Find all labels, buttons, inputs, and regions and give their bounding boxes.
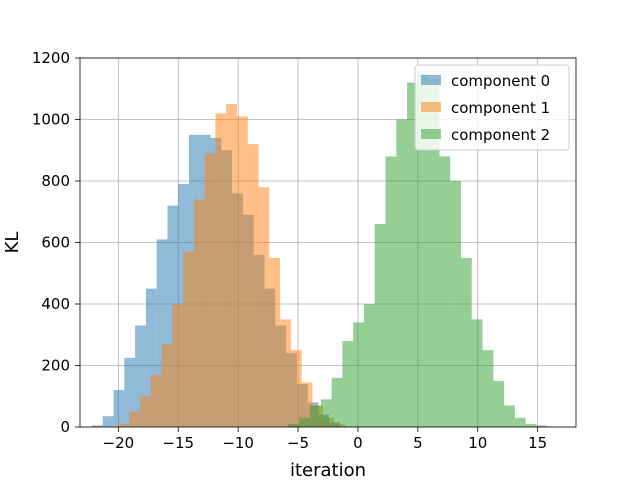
histogram-bar <box>226 104 237 427</box>
histogram-bar <box>363 304 375 427</box>
histogram-bar <box>504 405 515 427</box>
histogram-bar <box>514 417 526 427</box>
histogram-bar <box>493 380 505 427</box>
x-tick-label: 5 <box>413 434 423 452</box>
legend-label: component 0 <box>451 72 550 90</box>
histogram-bar <box>124 357 136 427</box>
histogram-bar <box>428 79 440 428</box>
histogram-bar <box>439 156 451 427</box>
legend-label: component 1 <box>451 99 550 117</box>
legend-box <box>414 64 570 151</box>
histogram-bar <box>417 73 429 427</box>
histogram-bar <box>320 399 332 427</box>
histogram-bar <box>280 319 291 427</box>
histogram-bar <box>460 257 472 427</box>
histogram-bar <box>301 382 313 427</box>
histogram-bar <box>396 119 408 427</box>
legend-swatch <box>421 75 441 85</box>
histogram-bar <box>129 411 140 427</box>
histogram-bar <box>118 423 130 427</box>
y-tick-label: 600 <box>41 234 70 252</box>
histogram-bar <box>193 199 205 427</box>
histogram-bar <box>150 374 162 427</box>
y-tick-label: 400 <box>41 295 70 313</box>
histogram-bar <box>156 239 168 427</box>
histogram-bar <box>299 417 311 427</box>
histogram-bar <box>310 405 321 427</box>
histogram-bar <box>385 156 397 427</box>
histogram-bar <box>471 319 483 427</box>
histogram-bar <box>290 350 302 427</box>
x-tick-label: −15 <box>162 434 194 452</box>
histogram-bar <box>407 82 418 427</box>
histogram-bar <box>247 144 259 427</box>
legend-swatch <box>421 129 441 139</box>
histogram-bar <box>342 340 354 427</box>
histogram-bar <box>91 425 103 427</box>
histogram-bar <box>113 390 125 427</box>
y-tick-label: 1200 <box>32 49 70 67</box>
y-tick-label: 200 <box>41 357 70 375</box>
series-1 <box>118 104 345 428</box>
histogram-bar <box>288 423 300 427</box>
histogram-bar <box>450 181 461 427</box>
x-tick-label: 0 <box>353 434 363 452</box>
x-tick-label: 10 <box>468 434 487 452</box>
y-tick-label: 1000 <box>32 111 70 129</box>
histogram-bar <box>172 304 184 427</box>
x-axis-ticks: −20 −15 −10 −5 0 5 10 15 <box>103 427 547 452</box>
legend-swatch <box>421 102 441 112</box>
histogram-bar <box>183 251 194 427</box>
histogram-bar <box>145 288 157 427</box>
histogram-bar <box>525 423 537 427</box>
y-tick-label: 800 <box>41 172 70 190</box>
histogram-bar <box>161 343 173 427</box>
histogram-bar <box>482 350 494 427</box>
histogram-bar <box>374 224 386 427</box>
y-axis-label: KL <box>2 232 23 254</box>
series-2 <box>288 73 548 428</box>
y-tick-label: 0 <box>60 418 70 436</box>
histogram-bar <box>258 187 270 427</box>
histogram-bar <box>215 113 227 427</box>
histogram-bar <box>536 425 548 427</box>
histogram-bar <box>139 396 151 427</box>
histogram-bar <box>269 257 281 427</box>
x-tick-label: −10 <box>222 434 254 452</box>
histogram-bar <box>236 116 248 428</box>
legend-label: component 2 <box>451 126 550 144</box>
y-axis-ticks: 0 200 400 600 800 1000 1200 <box>32 49 80 436</box>
histogram-bar <box>204 153 216 427</box>
x-tick-label: −20 <box>103 434 135 452</box>
histogram-bar <box>353 322 364 427</box>
x-tick-label: 15 <box>528 434 547 452</box>
histogram-bar <box>135 325 146 427</box>
x-axis-label: iteration <box>290 460 366 480</box>
histogram-bar <box>331 377 343 427</box>
legend: component 0 component 1 component 2 <box>414 64 570 151</box>
histogram-bar <box>102 416 114 427</box>
bars <box>91 73 548 428</box>
x-tick-label: −5 <box>287 434 309 452</box>
